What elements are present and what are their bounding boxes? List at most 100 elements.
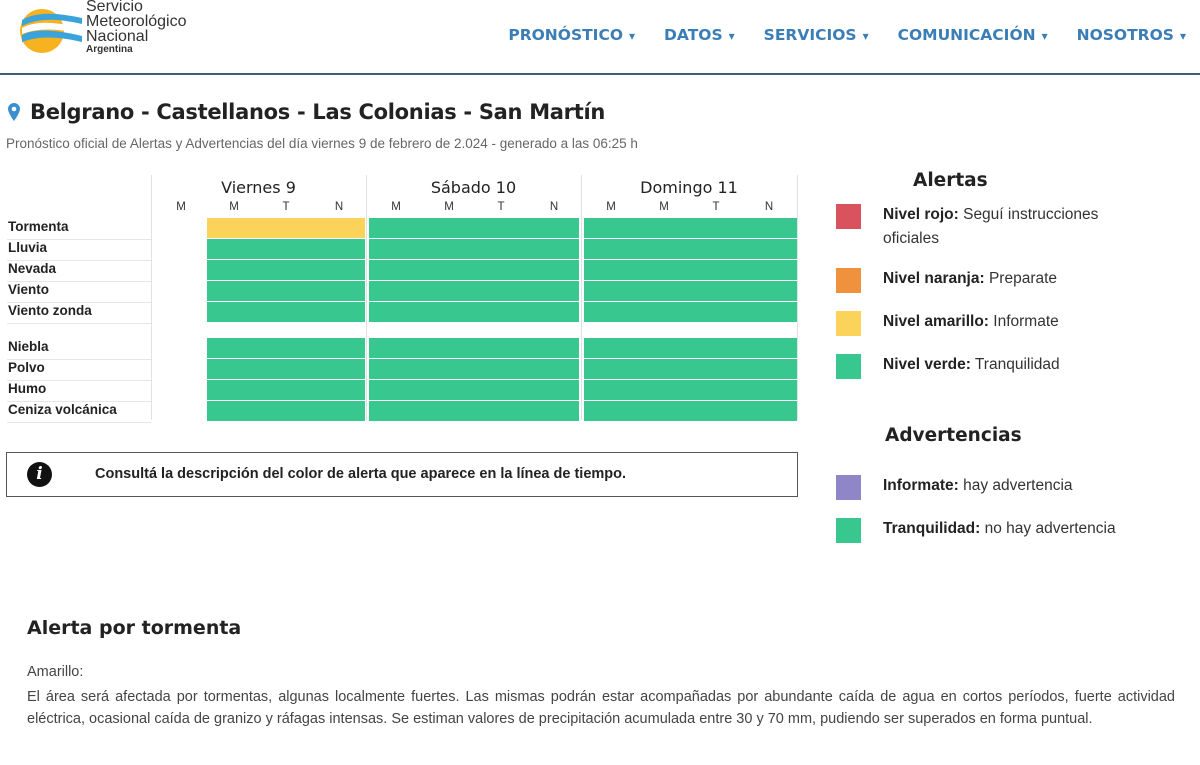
legend-level-desc: Seguí instrucciones oficiales (883, 206, 1099, 247)
alert-cell-verde[interactable] (584, 218, 797, 238)
legend-level-name: Nivel naranja: (883, 270, 985, 287)
legend-text: Tranquilidad: no hay advertencia (883, 517, 1143, 541)
grid-divider (797, 175, 798, 420)
row-divider (7, 422, 151, 423)
nav-comunicacion[interactable]: COMUNICACIÓN ▾ (898, 26, 1048, 44)
legend-advertencias-title: Advertencias (885, 425, 1022, 446)
nav-label: PRONÓSTICO (508, 26, 624, 44)
alert-level-label: Amarillo: (27, 664, 84, 680)
alert-cell-verde[interactable] (584, 359, 797, 379)
alert-cell-verde[interactable] (369, 401, 579, 421)
legend-alertas-title: Alertas (913, 170, 988, 191)
smn-logo[interactable] (14, 2, 84, 58)
info-box: i Consultá la descripción del color de a… (6, 452, 798, 497)
nav-label: COMUNICACIÓN (897, 26, 1036, 44)
legend-level-desc: Tranquilidad (970, 356, 1060, 373)
row-divider (7, 359, 151, 360)
alert-cell-verde[interactable] (207, 302, 365, 322)
legend-level-desc: no hay advertencia (980, 520, 1116, 537)
alert-cell-verde[interactable] (584, 260, 797, 280)
caret-down-icon: ▾ (862, 29, 869, 43)
alert-cell-amarillo[interactable] (207, 218, 365, 238)
row-label: Ceniza volcánica (8, 402, 117, 417)
grid-divider (581, 175, 582, 420)
alert-cell-verde[interactable] (207, 380, 365, 400)
brand-line-1: Servicio (86, 0, 143, 15)
legend-text: Nivel verde: Tranquilidad (883, 353, 1143, 377)
time-slot-label: N (334, 201, 344, 213)
nav-nosotros[interactable]: NOSOTROS ▾ (1077, 26, 1186, 44)
row-label: Polvo (8, 360, 45, 375)
legend-text: Nivel rojo: Seguí instrucciones oficiale… (883, 203, 1143, 251)
nav-datos[interactable]: DATOS ▾ (664, 26, 735, 44)
alert-cell-verde[interactable] (369, 359, 579, 379)
alert-cell-verde[interactable] (584, 401, 797, 421)
row-divider (7, 281, 151, 282)
nav-label: SERVICIOS (763, 26, 857, 44)
alert-timeline-grid: Viernes 9 Sábado 10 Domingo 11 M M T N M M T N M M T N… (7, 175, 798, 425)
row-label: Tormenta (8, 219, 69, 234)
alert-cell-verde[interactable] (369, 260, 579, 280)
alert-cell-verde[interactable] (584, 302, 797, 322)
alert-cell-verde[interactable] (584, 239, 797, 259)
time-slot-label: M (229, 201, 239, 213)
info-icon: i (27, 462, 52, 487)
alert-cell-verde[interactable] (207, 260, 365, 280)
legend-level-name: Nivel rojo: (883, 206, 959, 223)
alert-cell-verde[interactable] (207, 281, 365, 301)
legend-text: Nivel naranja: Preparate (883, 267, 1143, 291)
time-slot-label: M (606, 201, 616, 213)
alert-cell-verde[interactable] (369, 380, 579, 400)
caret-down-icon: ▾ (1179, 29, 1186, 43)
info-text: Consultá la descripción del color de ale… (95, 466, 627, 482)
legend-swatch (836, 268, 861, 293)
legend-text: Informate: hay advertencia (883, 474, 1143, 498)
caret-down-icon: ▾ (1041, 29, 1048, 43)
brand-name[interactable]: Servicio Meteorológico Nacional Argentin… (86, 0, 187, 56)
nav-servicios[interactable]: SERVICIOS ▾ (764, 26, 869, 44)
nav-pronostico[interactable]: PRONÓSTICO ▾ (508, 26, 635, 44)
alert-cell-verde[interactable] (207, 239, 365, 259)
time-slot-label: T (282, 201, 290, 213)
time-slot-label: M (391, 201, 401, 213)
alert-cell-verde[interactable] (369, 338, 579, 358)
legend-level-name: Nivel amarillo: (883, 313, 989, 330)
caret-down-icon: ▾ (728, 29, 735, 43)
row-divider (7, 239, 151, 240)
row-label: Lluvia (8, 240, 48, 255)
alert-cell-verde[interactable] (584, 281, 797, 301)
row-divider (7, 302, 151, 303)
legend-text: Nivel amarillo: Informate (883, 310, 1143, 334)
alert-cell-verde[interactable] (369, 218, 579, 238)
site-header: Servicio Meteorológico Nacional Argentin… (0, 0, 1200, 75)
day-header: Domingo 11 (640, 178, 738, 197)
row-label: Humo (8, 381, 47, 396)
alert-cell-verde[interactable] (207, 359, 365, 379)
day-header: Viernes 9 (221, 178, 296, 197)
legend-swatch (836, 311, 861, 336)
time-slot-label: M (176, 201, 186, 213)
main-nav: PRONÓSTICO ▾ DATOS ▾ SERVICIOS ▾ COMUNICACI… (479, 26, 1200, 44)
time-slot-label: T (497, 201, 505, 213)
alert-cell-verde[interactable] (584, 380, 797, 400)
alert-cell-verde[interactable] (369, 302, 579, 322)
legend-swatch (836, 518, 861, 543)
alert-cell-verde[interactable] (207, 401, 365, 421)
row-label: Viento zonda (8, 303, 92, 318)
nav-label: NOSOTROS (1076, 26, 1174, 44)
legend-level-name: Informate: (883, 477, 959, 494)
forecast-subtitle: Pronóstico oficial de Alertas y Adverten… (6, 136, 638, 151)
legend-level-desc: hay advertencia (958, 477, 1073, 494)
legend-swatch (836, 354, 861, 379)
grid-divider (366, 175, 367, 420)
alert-cell-verde[interactable] (584, 338, 797, 358)
alert-cell-verde[interactable] (369, 239, 579, 259)
time-slot-label: N (764, 201, 774, 213)
alert-cell-verde[interactable] (369, 281, 579, 301)
brand-line-3: Nacional (86, 28, 149, 45)
alert-description-title: Alerta por tormenta (27, 617, 242, 639)
row-divider (7, 323, 151, 324)
brand-line-2: Meteorológico (86, 13, 187, 30)
alert-cell-verde[interactable] (207, 338, 365, 358)
row-label: Nevada (8, 261, 57, 276)
